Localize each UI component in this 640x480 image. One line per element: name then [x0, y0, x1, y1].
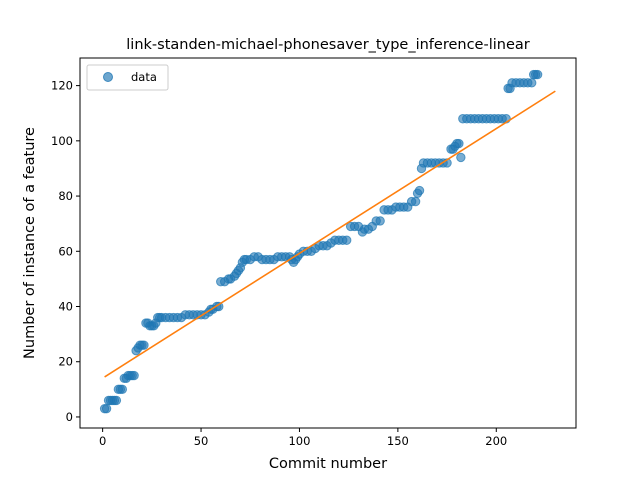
- x-tick-label: 0: [99, 434, 106, 448]
- data-point: [341, 235, 352, 245]
- x-tick-label: 50: [194, 434, 209, 448]
- y-tick-label: 40: [58, 300, 73, 314]
- y-tick-label: 80: [58, 189, 73, 203]
- y-axis-label: Number of instance of a feature: [22, 127, 38, 359]
- data-point: [117, 384, 128, 395]
- data-point: [101, 403, 112, 414]
- legend-box: [86, 64, 169, 91]
- plot-frame: [79, 57, 577, 429]
- x-tick-label: 200: [485, 434, 507, 448]
- y-tick-label: 20: [58, 355, 73, 369]
- legend-label-data: data: [131, 70, 157, 84]
- legend: data: [86, 64, 169, 91]
- data-point: [139, 340, 149, 350]
- data-point: [527, 78, 537, 88]
- ticks-layer: 0 50 100 150 200 0 20 40 60 80 100 120: [51, 79, 507, 448]
- y-tick-label: 100: [51, 134, 73, 148]
- legend-marker-data: [103, 72, 113, 82]
- fit-line: [104, 90, 556, 378]
- data-point: [454, 138, 464, 149]
- data-point: [111, 395, 122, 406]
- data-point: [532, 69, 543, 80]
- data-point: [456, 152, 466, 163]
- x-tick-label: 100: [288, 434, 310, 448]
- data-point: [410, 196, 421, 207]
- x-tick-label: 150: [387, 434, 409, 448]
- chart-title: link-standen-michael-phonesaver_type_inf…: [126, 37, 529, 53]
- data-point: [129, 370, 139, 381]
- y-tick-label: 120: [51, 79, 73, 93]
- y-tick-label: 60: [58, 244, 73, 258]
- data-point: [414, 185, 425, 196]
- data-point: [375, 216, 385, 226]
- series-layer: [99, 69, 556, 414]
- y-tick-label: 0: [66, 410, 73, 424]
- x-axis-label: Commit number: [269, 456, 387, 472]
